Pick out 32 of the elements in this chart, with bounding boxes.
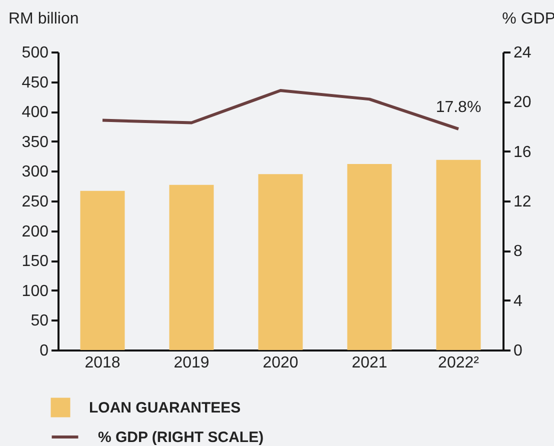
y-tick-label: 50 [30,312,49,330]
bar [258,174,303,350]
x-tick-label: 2022² [438,354,480,372]
legend-label: % GDP (RIGHT SCALE) [98,429,264,446]
x-tick-label: 2020 [262,354,298,372]
y2-tick-label: 16 [514,144,532,161]
y-tick-label: 500 [22,44,49,62]
y-tick-label: 250 [22,194,49,210]
bar [436,160,481,350]
x-tick-label: 2019 [174,354,210,372]
bar [80,190,125,350]
y2-tick-label: 12 [514,194,532,210]
y2-tick-label: 20 [514,94,532,112]
y-tick-label: 0 [40,342,49,360]
x-tick-label: 2021 [352,354,388,372]
y-tick-label: 450 [22,74,49,92]
y-tick-label: 300 [22,164,49,181]
y-tick-label: 400 [22,104,49,122]
x-tick-label: 2018 [84,354,120,372]
y-tick-label: 350 [22,134,49,151]
y-axis-title: RM billion [8,10,79,28]
y-tick-label: 150 [22,253,49,270]
y2-tick-label: 24 [514,44,532,62]
y-tick-label: 200 [22,223,49,240]
y-tick-label: 100 [22,282,49,300]
y2-tick-label: 4 [514,292,522,310]
bar [347,164,392,350]
legend-label: LOAN GUARANTEES [89,400,241,416]
bar [169,184,214,350]
y2-tick-label: 8 [514,243,522,260]
data-label: 17.8% [436,98,482,116]
y2-tick-label: 0 [514,342,522,360]
